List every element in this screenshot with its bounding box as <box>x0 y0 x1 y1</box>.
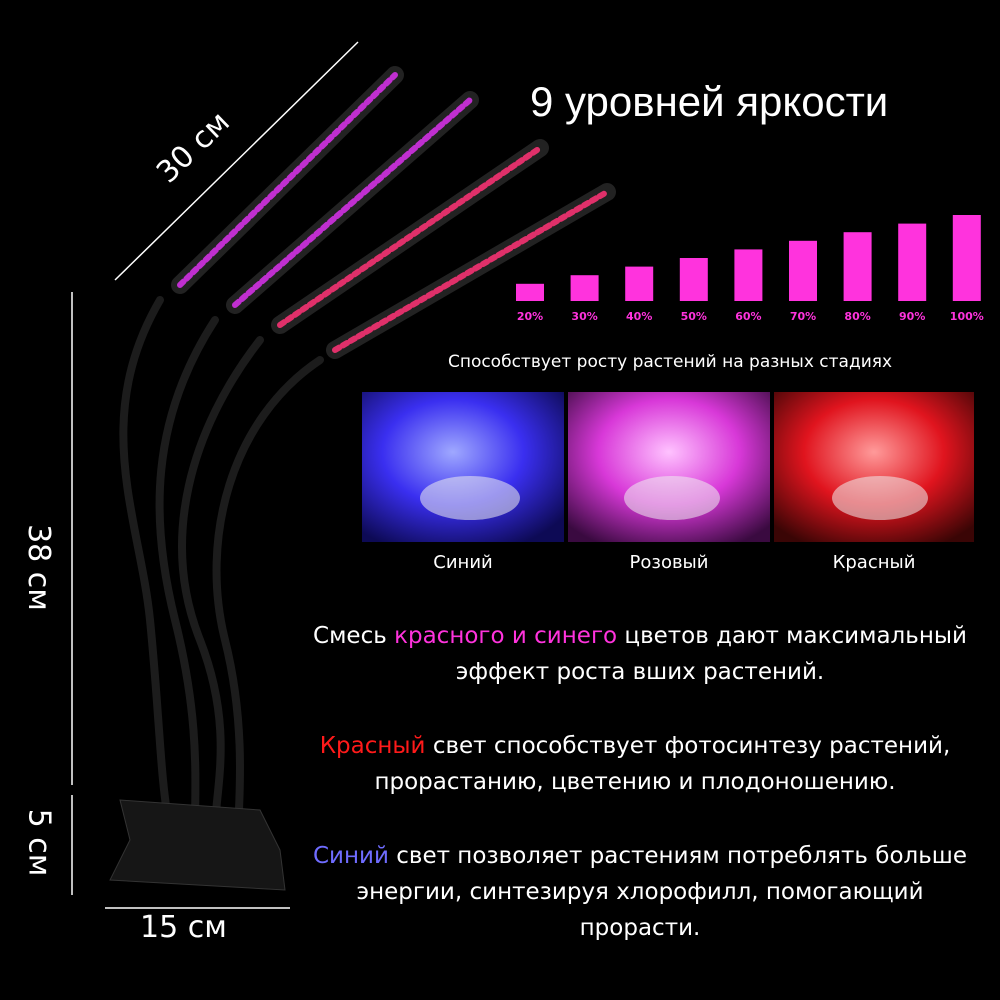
paragraph: Синий свет позволяет растениям потреблят… <box>300 838 980 946</box>
plant-pots <box>420 476 928 520</box>
text-run: красного и синего <box>394 623 618 649</box>
paragraph: Красный свет способствует фотосинтезу ра… <box>270 728 1000 800</box>
text-run: Синий <box>312 843 389 869</box>
goosenecks <box>119 296 324 834</box>
brightness-bar <box>843 232 872 301</box>
dimension-label: 38 см <box>20 524 56 611</box>
clip <box>109 799 286 891</box>
panel-label: Синий <box>433 552 493 573</box>
dimension-arrows <box>71 41 359 909</box>
panel-label: Красный <box>832 552 916 573</box>
text-run: Красный <box>319 733 426 759</box>
brightness-bar <box>516 283 544 301</box>
light-tubes <box>171 66 616 359</box>
brightness-bar <box>952 215 981 301</box>
brightness-bar <box>734 249 763 301</box>
bar-label: 100% <box>950 310 984 323</box>
brightness-bar <box>570 275 599 301</box>
bar-label: 20% <box>517 310 543 323</box>
bar-label: 30% <box>571 310 597 323</box>
brightness-bar <box>789 240 817 301</box>
bar-label: 90% <box>899 310 925 323</box>
brightness-bars: 20% 30% 40% 50% 60% 70% 80% 90% 100% <box>516 215 984 323</box>
bar-label: 60% <box>735 310 761 323</box>
stages-caption: Способствует росту растений на разных ст… <box>447 352 893 372</box>
dimension-label: 5 см <box>21 808 57 877</box>
brightness-bar <box>898 223 927 301</box>
dimension-label: 15 см <box>140 910 227 945</box>
bar-label: 80% <box>844 310 870 323</box>
bar-label: 40% <box>626 310 652 323</box>
panel-label: Розовый <box>629 552 709 573</box>
bar-label: 50% <box>681 310 707 323</box>
text-run: Смесь <box>313 623 395 649</box>
text-run: свет способствует фотосинтезу растений, … <box>374 733 951 795</box>
text-run: цветов дают максимальный эффект роста вш… <box>455 623 967 685</box>
brightness-bar <box>679 258 708 301</box>
bar-label: 70% <box>790 310 816 323</box>
title: 9 уровней яркости <box>530 78 889 125</box>
text-run: свет позволяет растениям потреблять боль… <box>356 843 967 941</box>
paragraph: Смесь красного и синего цветов дают макс… <box>300 618 980 690</box>
brightness-bar <box>625 266 654 301</box>
